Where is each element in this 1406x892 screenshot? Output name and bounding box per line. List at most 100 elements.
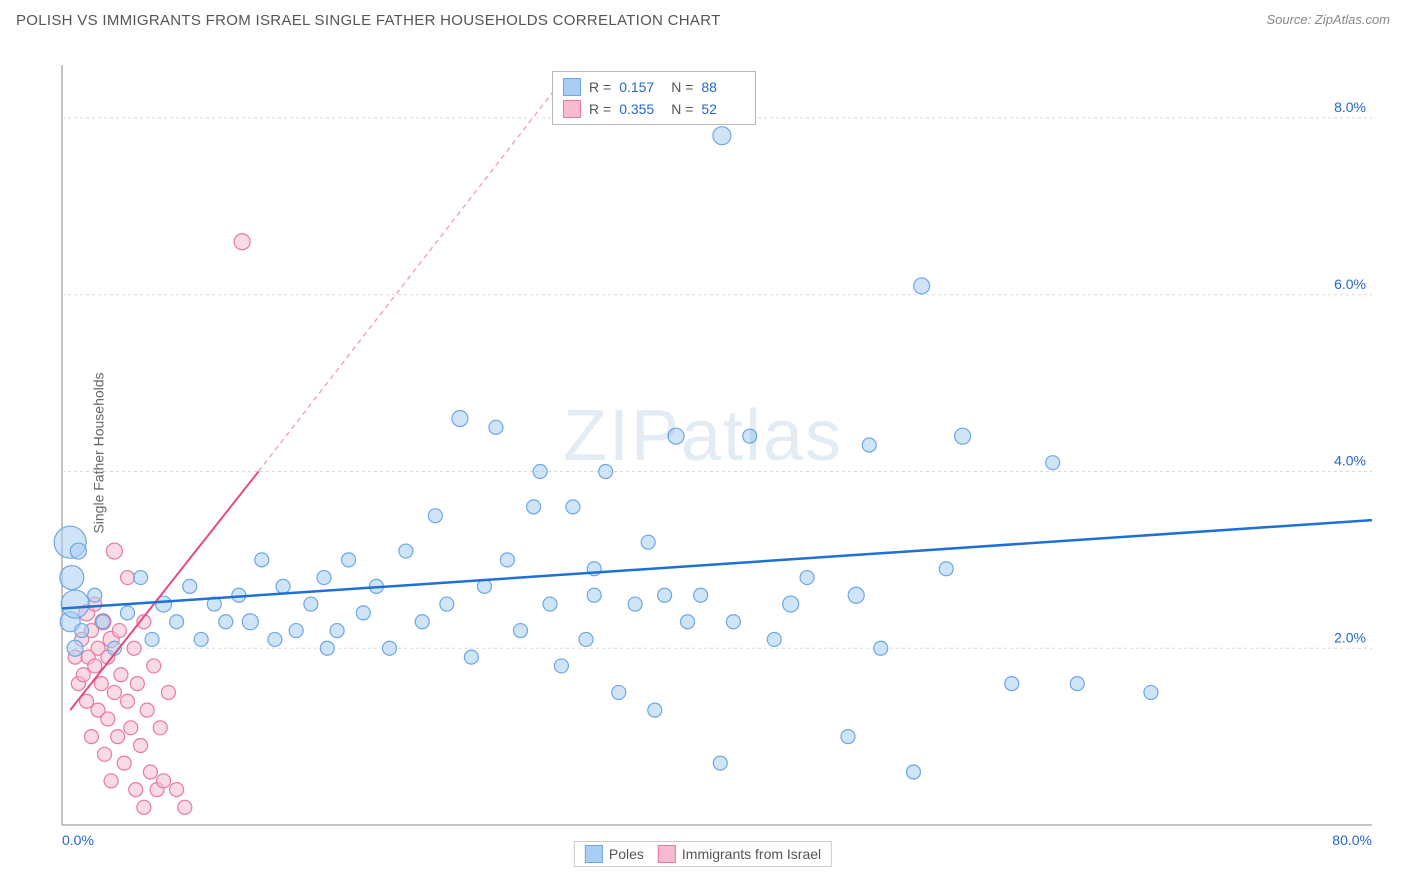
data-point <box>111 730 125 744</box>
data-point <box>60 566 84 590</box>
legend-label: Immigrants from Israel <box>682 846 821 862</box>
data-point <box>127 641 141 655</box>
series-swatch <box>585 845 603 863</box>
data-point <box>106 543 122 559</box>
data-point <box>289 624 303 638</box>
series-swatch <box>563 78 581 96</box>
data-point <box>415 615 429 629</box>
data-point <box>143 765 157 779</box>
svg-text:2.0%: 2.0% <box>1334 629 1366 645</box>
data-point <box>170 783 184 797</box>
svg-text:4.0%: 4.0% <box>1334 453 1366 469</box>
data-point <box>70 543 86 559</box>
data-point <box>317 571 331 585</box>
data-point <box>681 615 695 629</box>
data-point <box>84 730 98 744</box>
data-point <box>658 588 672 602</box>
data-point <box>440 597 454 611</box>
data-point <box>1005 677 1019 691</box>
source-label: Source: ZipAtlas.com <box>1266 12 1390 27</box>
data-point <box>800 571 814 585</box>
data-point <box>94 677 108 691</box>
legend-label: Poles <box>609 846 644 862</box>
data-point <box>61 590 89 618</box>
data-point <box>489 420 503 434</box>
data-point <box>194 632 208 646</box>
data-point <box>907 765 921 779</box>
data-point <box>88 588 102 602</box>
data-point <box>124 721 138 735</box>
data-point <box>276 579 290 593</box>
data-point <box>342 553 356 567</box>
data-point <box>161 685 175 699</box>
data-point <box>399 544 413 558</box>
stats-legend: R =0.157N =88R =0.355N =52 <box>552 71 756 125</box>
data-point <box>1144 685 1158 699</box>
data-point <box>767 632 781 646</box>
data-point <box>145 632 159 646</box>
data-point <box>121 694 135 708</box>
data-point <box>841 730 855 744</box>
data-point <box>668 428 684 444</box>
data-point <box>713 756 727 770</box>
data-point <box>500 553 514 567</box>
legend-item: Immigrants from Israel <box>658 845 821 863</box>
data-point <box>104 774 118 788</box>
svg-text:6.0%: 6.0% <box>1334 276 1366 292</box>
data-point <box>694 588 708 602</box>
svg-text:8.0%: 8.0% <box>1334 99 1366 115</box>
scatter-chart: 2.0%4.0%6.0%8.0%0.0%80.0% <box>12 33 1394 873</box>
data-point <box>170 615 184 629</box>
data-point <box>628 597 642 611</box>
r-label: R = <box>589 79 611 95</box>
n-label: N = <box>671 101 693 117</box>
data-point <box>147 659 161 673</box>
data-point <box>75 624 89 638</box>
data-point <box>117 756 131 770</box>
n-value: 88 <box>701 79 745 95</box>
data-point <box>848 587 864 603</box>
data-point <box>157 774 171 788</box>
series-legend: Poles Immigrants from Israel <box>574 841 832 867</box>
data-point <box>599 465 613 479</box>
stats-row: R =0.355N =52 <box>563 98 745 120</box>
data-point <box>134 571 148 585</box>
data-point <box>242 614 258 630</box>
data-point <box>129 783 143 797</box>
data-point <box>134 738 148 752</box>
data-point <box>383 641 397 655</box>
data-point <box>121 571 135 585</box>
data-point <box>140 703 154 717</box>
r-label: R = <box>589 101 611 117</box>
data-point <box>304 597 318 611</box>
n-label: N = <box>671 79 693 95</box>
data-point <box>268 632 282 646</box>
data-point <box>121 606 135 620</box>
data-point <box>914 278 930 294</box>
chart-area: Single Father Households ZIPatlas 2.0%4.… <box>12 33 1394 873</box>
data-point <box>726 615 740 629</box>
data-point <box>533 465 547 479</box>
data-point <box>114 668 128 682</box>
data-point <box>612 685 626 699</box>
data-point <box>464 650 478 664</box>
data-point <box>137 800 151 814</box>
chart-title: POLISH VS IMMIGRANTS FROM ISRAEL SINGLE … <box>16 12 721 29</box>
data-point <box>67 640 83 656</box>
data-point <box>874 641 888 655</box>
data-point <box>130 677 144 691</box>
r-value: 0.355 <box>619 101 663 117</box>
data-point <box>1070 677 1084 691</box>
data-point <box>527 500 541 514</box>
data-point <box>641 535 655 549</box>
data-point <box>554 659 568 673</box>
data-point <box>579 632 593 646</box>
data-point <box>514 624 528 638</box>
data-point <box>320 641 334 655</box>
series-swatch <box>563 100 581 118</box>
svg-text:80.0%: 80.0% <box>1332 832 1372 848</box>
data-point <box>153 721 167 735</box>
data-point <box>783 596 799 612</box>
data-point <box>939 562 953 576</box>
data-point <box>587 588 601 602</box>
